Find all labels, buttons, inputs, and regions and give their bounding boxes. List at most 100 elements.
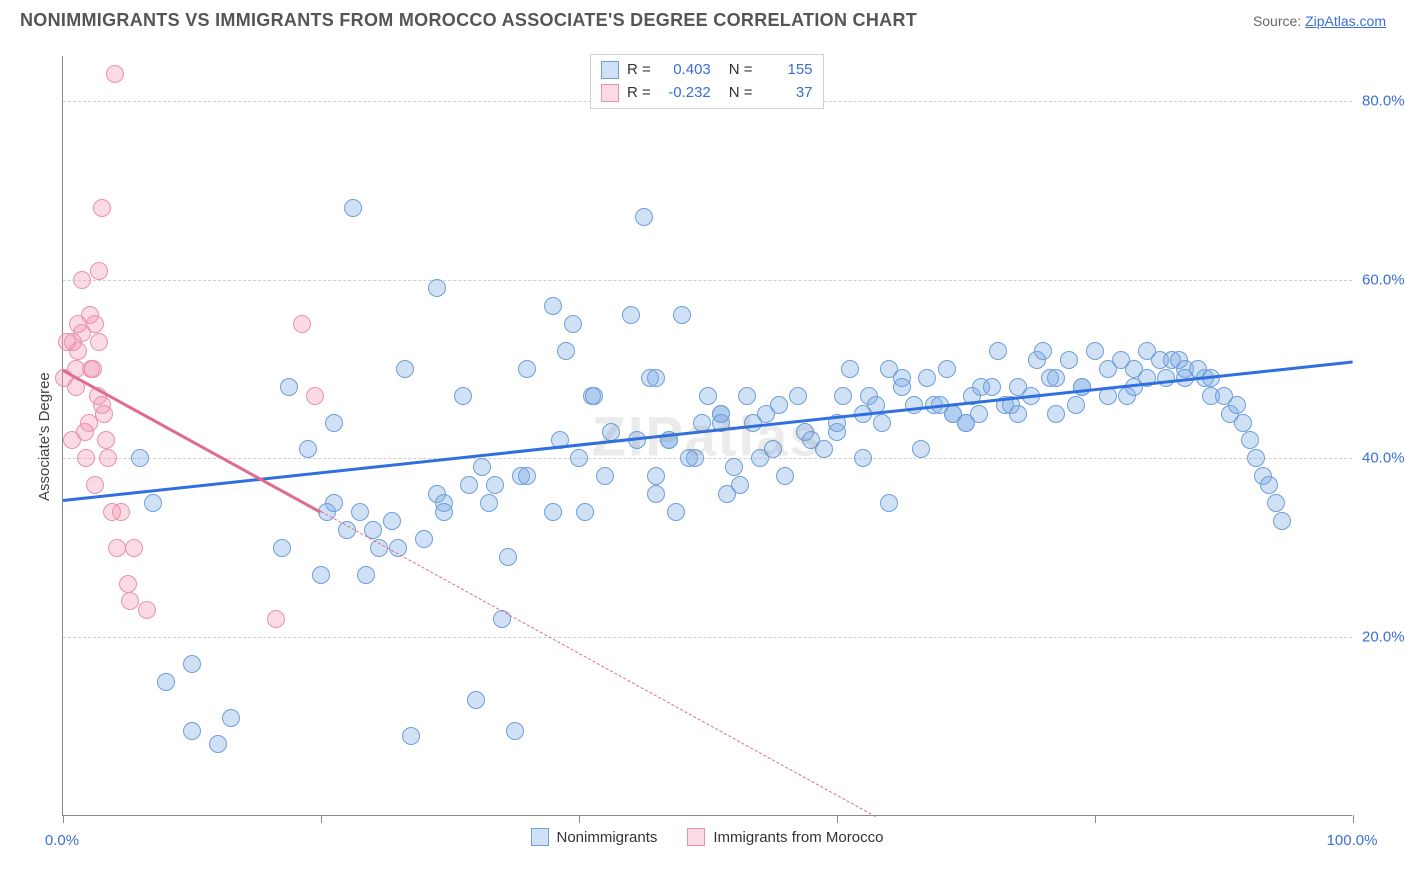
- scatter-point: [473, 458, 491, 476]
- scatter-point: [918, 369, 936, 387]
- x-tick-mark: [321, 815, 322, 823]
- y-tick-label: 80.0%: [1362, 92, 1405, 109]
- scatter-point: [131, 449, 149, 467]
- scatter-point: [460, 476, 478, 494]
- scatter-point: [912, 440, 930, 458]
- scatter-point: [544, 297, 562, 315]
- scatter-point: [1157, 369, 1175, 387]
- scatter-point: [486, 476, 504, 494]
- scatter-point: [770, 396, 788, 414]
- scatter-point: [306, 387, 324, 405]
- scatter-point: [686, 449, 704, 467]
- gridline: [63, 458, 1352, 459]
- series-legend: Nonimmigrants Immigrants from Morocco: [531, 828, 884, 846]
- legend-label: Immigrants from Morocco: [713, 829, 883, 846]
- scatter-point: [1086, 342, 1104, 360]
- source-link[interactable]: ZipAtlas.com: [1305, 13, 1386, 29]
- legend-r-value: 0.403: [659, 59, 711, 82]
- scatter-point: [435, 503, 453, 521]
- y-tick-label: 20.0%: [1362, 629, 1405, 646]
- scatter-point: [86, 315, 104, 333]
- x-tick-label: 100.0%: [1327, 832, 1378, 849]
- scatter-point: [108, 539, 126, 557]
- scatter-point: [873, 414, 891, 432]
- scatter-point: [518, 467, 536, 485]
- header: NONIMMIGRANTS VS IMMIGRANTS FROM MOROCCO…: [0, 0, 1406, 37]
- scatter-point: [383, 512, 401, 530]
- legend-n-label: N =: [729, 59, 753, 82]
- scatter-point: [183, 722, 201, 740]
- legend-item: Immigrants from Morocco: [687, 828, 883, 846]
- scatter-point: [647, 467, 665, 485]
- scatter-point: [1067, 396, 1085, 414]
- scatter-point: [86, 476, 104, 494]
- legend-r-value: -0.232: [659, 82, 711, 105]
- scatter-point: [93, 199, 111, 217]
- scatter-point: [415, 530, 433, 548]
- x-tick-mark: [579, 815, 580, 823]
- scatter-point: [293, 315, 311, 333]
- scatter-point: [731, 476, 749, 494]
- scatter-point: [647, 485, 665, 503]
- scatter-point: [880, 494, 898, 512]
- scatter-point: [1073, 378, 1091, 396]
- source-label: Source: ZipAtlas.com: [1253, 13, 1386, 29]
- scatter-point: [1034, 342, 1052, 360]
- gridline: [63, 637, 1352, 638]
- legend-item: Nonimmigrants: [531, 828, 658, 846]
- scatter-point: [699, 387, 717, 405]
- scatter-point: [97, 431, 115, 449]
- scatter-point: [1228, 396, 1246, 414]
- scatter-point: [90, 333, 108, 351]
- legend-n-label: N =: [729, 82, 753, 105]
- scatter-point: [815, 440, 833, 458]
- y-tick-label: 60.0%: [1362, 271, 1405, 288]
- scatter-point: [73, 271, 91, 289]
- scatter-point: [144, 494, 162, 512]
- scatter-point: [622, 306, 640, 324]
- legend-row: R =0.403N =155: [601, 59, 813, 82]
- scatter-point: [1247, 449, 1265, 467]
- scatter-point: [1234, 414, 1252, 432]
- scatter-point: [106, 65, 124, 83]
- scatter-point: [138, 601, 156, 619]
- scatter-point: [90, 262, 108, 280]
- scatter-point: [99, 449, 117, 467]
- legend-row: R =-0.232N =37: [601, 82, 813, 105]
- scatter-point: [119, 575, 137, 593]
- correlation-legend: R =0.403N =155R =-0.232N =37: [590, 54, 824, 109]
- legend-swatch: [531, 828, 549, 846]
- scatter-point: [506, 722, 524, 740]
- legend-n-value: 155: [761, 59, 813, 82]
- scatter-point: [499, 548, 517, 566]
- scatter-point: [725, 458, 743, 476]
- scatter-point: [209, 735, 227, 753]
- scatter-point: [157, 673, 175, 691]
- scatter-point: [280, 378, 298, 396]
- trend-line: [63, 360, 1353, 501]
- scatter-point: [299, 440, 317, 458]
- scatter-point: [357, 566, 375, 584]
- trend-line: [321, 511, 876, 817]
- legend-r-label: R =: [627, 82, 651, 105]
- scatter-point: [1241, 431, 1259, 449]
- y-axis-label: Associate's Degree: [36, 372, 53, 501]
- scatter-point: [570, 449, 588, 467]
- scatter-point: [69, 342, 87, 360]
- scatter-point: [480, 494, 498, 512]
- legend-swatch: [601, 84, 619, 102]
- scatter-point: [989, 342, 1007, 360]
- scatter-point: [267, 610, 285, 628]
- scatter-point: [121, 592, 139, 610]
- chart-title: NONIMMIGRANTS VS IMMIGRANTS FROM MOROCCO…: [20, 10, 917, 31]
- scatter-point: [905, 396, 923, 414]
- scatter-point: [557, 342, 575, 360]
- scatter-point: [938, 360, 956, 378]
- scatter-point: [1009, 405, 1027, 423]
- correlation-scatter-chart: 20.0%40.0%60.0%80.0%0.0%100.0%Associate'…: [18, 40, 1388, 860]
- scatter-point: [970, 405, 988, 423]
- scatter-point: [325, 414, 343, 432]
- x-tick-mark: [63, 815, 64, 823]
- scatter-point: [84, 360, 102, 378]
- scatter-point: [312, 566, 330, 584]
